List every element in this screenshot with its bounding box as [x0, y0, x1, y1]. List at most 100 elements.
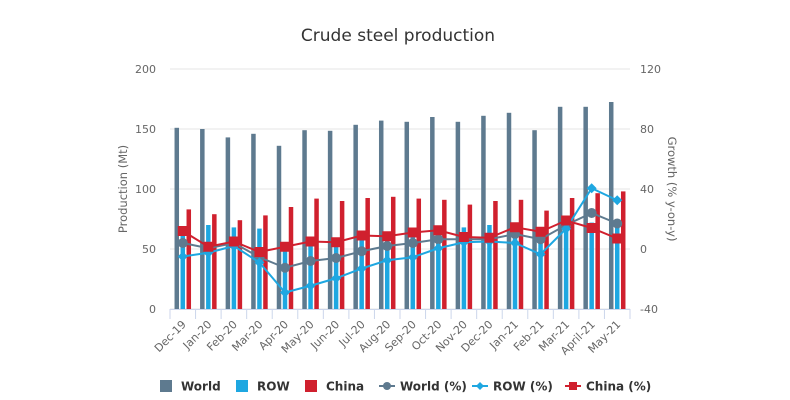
legend-label-china: China — [326, 380, 364, 394]
point-china — [433, 225, 444, 236]
bar-row — [589, 222, 594, 309]
left-tick-label: 200 — [135, 63, 156, 76]
point-world — [177, 238, 188, 248]
bar-china — [390, 196, 396, 309]
bar-world — [378, 120, 384, 309]
point-china — [612, 233, 623, 244]
x-tick-label: Dec-19 — [152, 318, 189, 355]
legend-marker-china — [569, 382, 577, 390]
point-world — [612, 218, 623, 229]
right-axis-ticks: -40 0 40 80 120 — [640, 63, 661, 316]
left-tick-label: 150 — [135, 123, 156, 136]
bar-world — [200, 129, 205, 309]
legend-marker-world — [383, 382, 391, 390]
bar-row — [308, 244, 313, 309]
left-tick-label: 0 — [149, 303, 156, 316]
bar-world — [532, 130, 537, 309]
point-row — [177, 251, 188, 262]
bar-row — [614, 219, 620, 309]
bar-china — [442, 199, 447, 309]
point-row — [433, 243, 444, 254]
point-world — [305, 256, 316, 266]
point-china — [586, 223, 597, 233]
bar-china — [339, 201, 345, 309]
bar-china — [493, 201, 498, 309]
bar-world — [557, 106, 563, 309]
line-row — [182, 186, 618, 294]
bar-world — [276, 145, 282, 309]
point-row — [612, 195, 623, 206]
bar-china — [416, 198, 422, 309]
point-world — [331, 253, 342, 263]
right-tick-label: 80 — [640, 123, 654, 136]
legend-item-row: ROW (%) — [472, 380, 553, 394]
point-china — [331, 237, 342, 248]
left-tick-label: 100 — [135, 183, 156, 196]
point-row — [305, 280, 316, 291]
legend-swatch-world — [160, 380, 172, 392]
legend-label-row: ROW — [257, 380, 290, 394]
point-row — [382, 255, 393, 266]
x-axis: Dec-19Jan-20Feb-20Mar-20Apr-20May-20Jun-… — [152, 309, 631, 358]
left-tick-label: 50 — [142, 243, 156, 256]
point-row — [510, 238, 520, 248]
point-china — [228, 236, 239, 247]
point-world — [433, 234, 444, 245]
legend-label-row: ROW (%) — [493, 380, 553, 394]
bar-row — [282, 250, 288, 309]
bar-china — [237, 220, 243, 309]
bar-china — [212, 214, 217, 309]
point-row — [407, 252, 418, 263]
point-world — [586, 208, 597, 218]
point-row — [356, 263, 367, 274]
left-axis-ticks: 0 50 100 150 200 — [135, 63, 156, 316]
bar-world — [583, 106, 588, 309]
legend-label-world: World — [181, 380, 221, 394]
point-china — [280, 241, 290, 252]
legend-item-world: World — [160, 380, 221, 394]
bar-row — [359, 239, 364, 309]
legend-swatch-china — [305, 380, 317, 392]
right-tick-label: 0 — [640, 243, 647, 256]
bar-row — [384, 233, 390, 309]
line-series — [177, 183, 623, 298]
left-axis-title: Production (Mt) — [116, 145, 130, 233]
bar-row — [563, 217, 569, 309]
right-tick-label: -40 — [640, 303, 658, 316]
point-row — [586, 183, 597, 194]
right-tick-label: 40 — [640, 183, 654, 196]
bar-row — [257, 228, 262, 309]
point-world — [407, 238, 418, 248]
bar-row — [206, 225, 211, 309]
bar-world — [327, 130, 333, 309]
bar-china — [288, 207, 294, 309]
legend: World ROW China World (%) ROW (%) China (%) — [160, 380, 651, 394]
bar-china — [595, 193, 600, 309]
legend-item-world: World (%) — [379, 380, 467, 394]
bar-row — [231, 227, 237, 309]
line-china — [182, 219, 618, 254]
bar-china — [186, 209, 192, 309]
point-row — [280, 287, 290, 298]
point-china — [382, 231, 393, 242]
right-axis-title: Growth (% y-on-y) — [665, 137, 679, 242]
legend-item-row: ROW — [236, 380, 290, 394]
legend-label-world: World (%) — [400, 380, 467, 394]
point-world — [356, 246, 367, 257]
bar-china — [620, 191, 626, 309]
point-china — [254, 247, 265, 257]
chart-title: Crude steel production — [301, 26, 495, 46]
point-china — [203, 241, 214, 252]
bar-china — [518, 199, 524, 309]
bar-row — [538, 228, 543, 309]
bar-world — [353, 124, 358, 309]
point-world — [382, 241, 393, 251]
bar-row — [512, 222, 518, 309]
bar-series — [174, 102, 626, 309]
point-world — [280, 262, 290, 273]
point-china — [561, 215, 572, 226]
bar-world — [302, 130, 307, 309]
bar-china — [569, 198, 575, 309]
bar-row — [410, 232, 416, 309]
